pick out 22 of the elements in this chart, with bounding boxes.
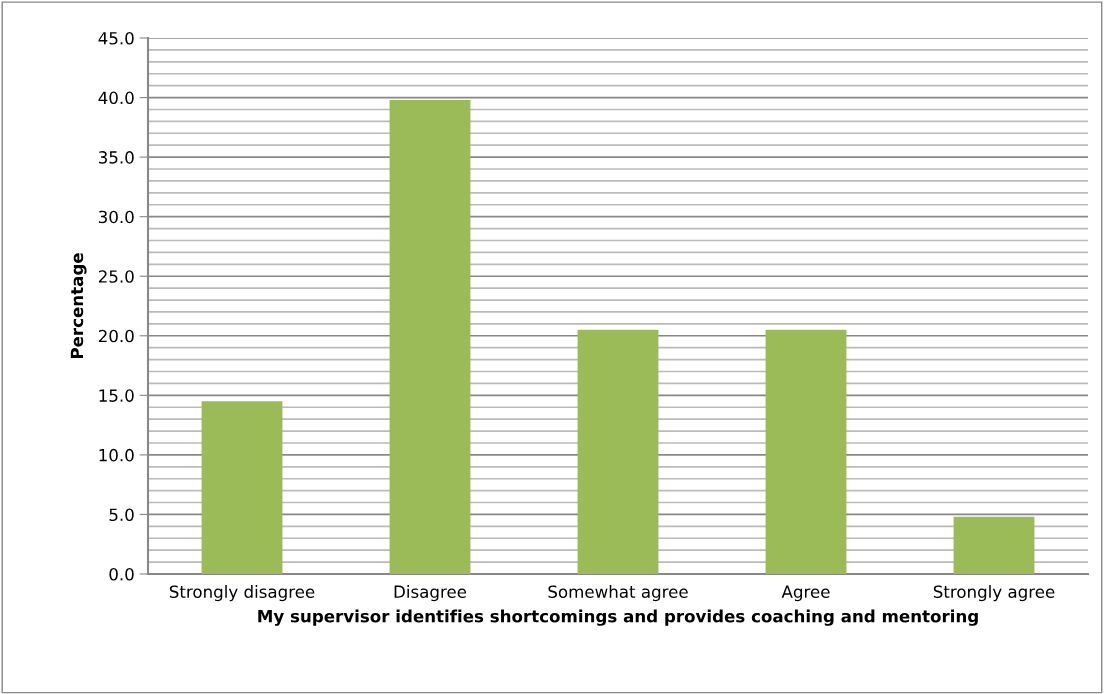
x-tick-label: Strongly disagree xyxy=(169,585,315,602)
y-tick-label: 45.0 xyxy=(98,31,134,45)
y-tick-label: 40.0 xyxy=(98,91,134,105)
x-tick-label: Strongly agree xyxy=(933,585,1055,602)
y-tick-label: 30.0 xyxy=(98,210,134,224)
bar xyxy=(577,329,659,574)
y-tick-label: 0.0 xyxy=(109,567,134,581)
y-tick-label: 25.0 xyxy=(98,270,134,283)
bar xyxy=(201,401,283,574)
y-tick-label: 5.0 xyxy=(109,508,134,522)
x-axis-title: My supervisor identifies shortcomings and provides coaching and mentoring xyxy=(258,609,978,626)
y-tick-label: 35.0 xyxy=(98,151,134,164)
y-axis-title: Percentage xyxy=(70,253,87,359)
y-tick-label: 15.0 xyxy=(99,389,134,402)
bar xyxy=(389,99,471,574)
x-tick-label: Somewhat agree xyxy=(548,585,688,602)
bar xyxy=(765,329,847,574)
x-tick-label: Disagree xyxy=(394,585,467,602)
y-tick-label: 20.0 xyxy=(98,329,134,343)
bar xyxy=(953,516,1035,574)
x-tick-label: Agree xyxy=(781,585,830,602)
y-tick-label: 10.0 xyxy=(99,448,134,462)
